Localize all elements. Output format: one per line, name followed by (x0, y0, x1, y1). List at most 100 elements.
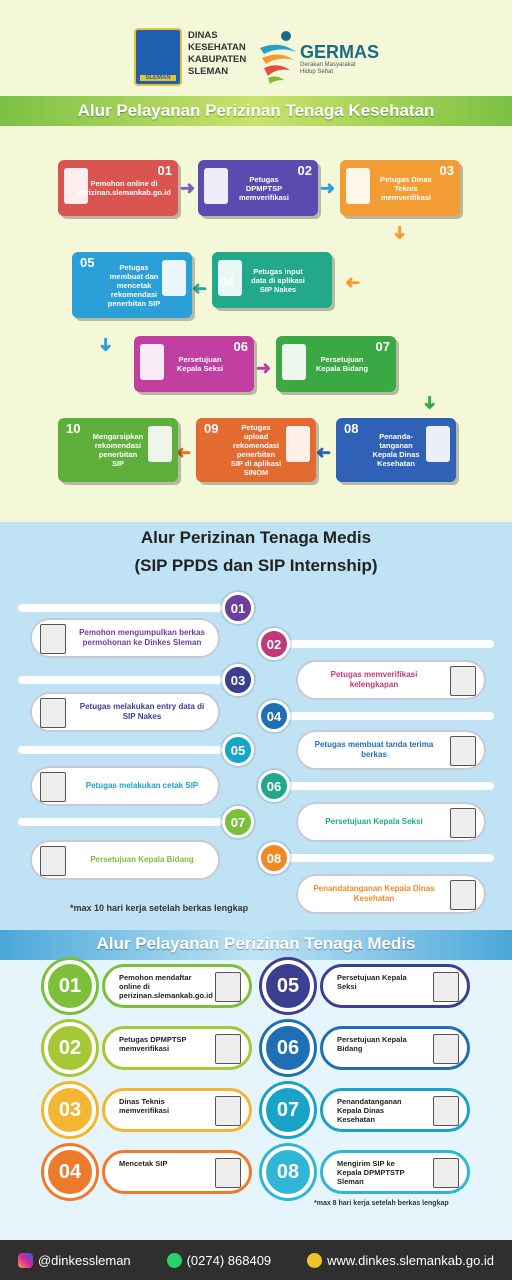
officer-icon (204, 168, 228, 204)
s3-step-05: Persetujuan Kepala Seksi (320, 964, 470, 1008)
instagram-handle: @dinkessleman (37, 1252, 131, 1268)
dinas-line: KESEHATAN (188, 42, 246, 53)
arrow-left-icon: ➜ (316, 443, 332, 463)
germas-title: GERMAS (300, 42, 380, 62)
s1-step-num: 05 (80, 255, 95, 270)
phone-number: (0274) 868409 (186, 1252, 272, 1268)
arrow-right-icon: ➜ (180, 178, 196, 198)
s1-step-text: Petugas membuat dan mencetak rekomendasi… (107, 262, 161, 308)
s3-step-num-text: 01 (58, 974, 82, 997)
arrow-right-icon: ➜ (320, 178, 336, 198)
s3-step-num-04: 04 (44, 1146, 96, 1198)
s1-step-num: 02 (297, 163, 312, 178)
section3-note: *max 8 hari kerja setelah berkas lengkap (314, 1200, 449, 1207)
computer-user-icon (286, 426, 310, 462)
s2-connector-bar (18, 604, 222, 612)
section3-title: Alur Pelayanan Perizinan Tenaga Medis (96, 934, 416, 953)
computer-user-icon (218, 260, 242, 296)
s3-step-08: Mengirim SIP ke Kepala DPMPTSTP Sleman (320, 1150, 470, 1194)
s1-step-text: Persetujuan Kepala Bidang (315, 355, 369, 373)
germas-logo-mark (260, 31, 296, 84)
section1-title: Alur Pelayanan Perizinan Tenaga Kesehata… (77, 101, 435, 120)
step-illustration-icon (450, 880, 476, 910)
step-illustration-icon (450, 736, 476, 766)
arrow-left-icon: ➜ (192, 279, 208, 299)
s1-step-09: Petugas upload rekomendasi penerbitan SI… (196, 418, 316, 482)
s2-step-05: Petugas melakukan cetak SIP (30, 766, 220, 806)
s2-step-07: Persetujuan Kepala Bidang (30, 840, 220, 880)
section3-title-band (0, 930, 512, 960)
arrow-right-icon: ➜ (256, 358, 272, 378)
s2-step-num-03: 03 (222, 664, 254, 696)
s3-step-num-text: 08 (276, 1160, 300, 1183)
s1-step-01: Pemohon online di perizinan.slemankab.go… (58, 160, 178, 216)
s3-step-num-03: 03 (44, 1084, 96, 1136)
website-url: www.dinkes.slemankab.go.id (327, 1252, 495, 1268)
instagram-icon (17, 1252, 33, 1268)
s1-step-text: Petugas Dinas Teknis memverifikasi (380, 174, 432, 202)
s3-step-07: Penandatanganan Kepala Dinas Kesehatan (320, 1088, 470, 1132)
step-illustration-icon (215, 972, 241, 1002)
s1-step-text: Petugas DPMPTSP memverifikasi (238, 174, 290, 202)
s1-step-08: Penanda-tanganan Kepala Dinas Kesehatan … (336, 418, 456, 482)
section-tenaga-medis: Alur Pelayanan Perizinan Tenaga Medis Pe… (0, 930, 512, 1240)
s2-step-text: Petugas memverifikasi kelengkapan (330, 670, 418, 689)
arrow-down-icon: ➜ (96, 336, 117, 353)
s3-step-text: Penandatanganan Kepala Dinas Kesehatan (337, 1097, 402, 1124)
s3-step-num-text: 05 (276, 974, 300, 997)
s2-step-text: Petugas membuat tanda terima berkas (314, 740, 434, 759)
s2-step-num-05: 05 (222, 734, 254, 766)
dinas-line: SLEMAN (188, 66, 229, 77)
footer-phone[interactable]: (0274) 868409 (166, 1252, 272, 1268)
s3-step-num-02: 02 (44, 1022, 96, 1074)
s3-step-03: Dinas Teknis memverifikasi (102, 1088, 252, 1132)
s1-step-num: 08 (344, 421, 359, 436)
s3-step-text: Mencetak SIP (119, 1159, 168, 1168)
computer-user-icon (64, 168, 88, 204)
s2-step-08: Penandatanganan Kepala Dinas Kesehatan (296, 874, 486, 914)
s3-step-04: Mencetak SIP (102, 1150, 252, 1194)
arrow-left-icon: ➜ (176, 443, 192, 463)
s3-step-num-text: 07 (276, 1098, 300, 1121)
s3-step-num-08: 08 (262, 1146, 314, 1198)
s3-step-02: Petugas DPMPTSP memverifikasi (102, 1026, 252, 1070)
section2-title-line2: (SIP PPDS dan SIP Internship) (134, 556, 378, 575)
s3-step-text: Dinas Teknis memverifikasi (119, 1097, 170, 1115)
s2-step-03: Petugas melakukan entry data di SIP Nake… (30, 692, 220, 732)
seal-label: SLEMAN (140, 75, 176, 81)
s1-step-num: 04 (220, 274, 235, 289)
s1-step-text: Pemohon online di perizinan.slemankab.go… (77, 179, 171, 197)
s2-connector-bar (18, 676, 222, 684)
s1-step-07: Persetujuan Kepala Bidang 07 (276, 336, 396, 392)
section-sip-ppds: Alur Perizinan Tenaga Medis (SIP PPDS da… (0, 522, 512, 930)
globe-icon (307, 1252, 323, 1268)
footer-website[interactable]: www.dinkes.slemankab.go.id (307, 1252, 495, 1268)
printer-icon (162, 260, 186, 296)
signed-document-icon (426, 426, 450, 462)
step-illustration-icon (450, 666, 476, 696)
s2-step-text: Petugas melakukan entry data di SIP Nake… (79, 702, 205, 721)
s3-step-num-05: 05 (262, 960, 314, 1012)
archive-documents-icon (148, 426, 172, 462)
germas-subtitle: Gerakan Masyarakat Hidup Sehat (300, 62, 356, 75)
s3-step-text: Persetujuan Kepala Bidang (337, 1035, 407, 1053)
s3-step-text: Persetujuan Kepala Seksi (337, 973, 407, 991)
s2-connector-bar (288, 854, 494, 862)
step-illustration-icon (40, 624, 66, 654)
s1-step-05: Petugas membuat dan mencetak rekomendasi… (72, 252, 192, 318)
step-illustration-icon (450, 808, 476, 838)
s1-step-text: Petugas upload rekomendasi penerbitan SI… (230, 423, 282, 477)
document-seal-icon (282, 344, 306, 380)
step-illustration-icon (40, 698, 66, 728)
arrow-down-icon: ➜ (420, 394, 441, 411)
footer-instagram[interactable]: @dinkessleman (17, 1252, 131, 1268)
s3-step-num-text: 06 (276, 1036, 300, 1059)
s2-step-num-01: 01 (222, 592, 254, 624)
dinas-line: KABUPATEN (188, 54, 247, 65)
s1-step-num: 10 (66, 421, 81, 436)
s2-step-text: Penandatanganan Kepala Dinas Kesehatan (313, 884, 435, 903)
s3-step-text: Pemohon mendaftar online di perizinan.sl… (119, 973, 213, 1000)
step-illustration-icon (215, 1158, 241, 1188)
s2-step-04: Petugas membuat tanda terima berkas (296, 730, 486, 770)
